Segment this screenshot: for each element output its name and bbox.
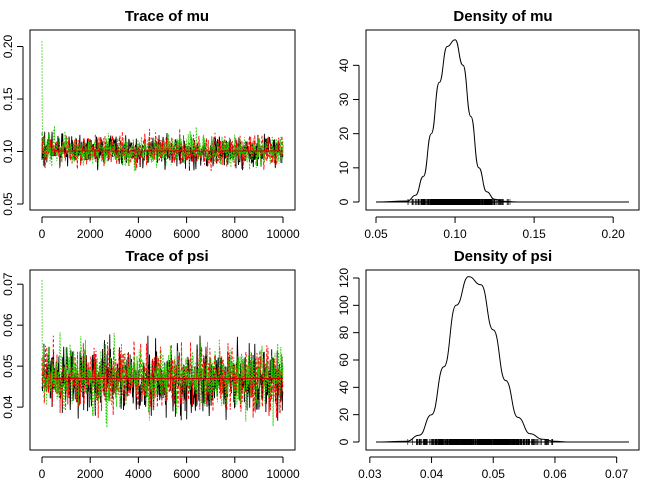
x-tick-label: 0 <box>39 227 46 241</box>
rug-marks <box>407 439 554 445</box>
x-tick-label: 10000 <box>266 467 300 480</box>
y-tick-label: 0.05 <box>1 192 15 216</box>
y-tick-label: 30 <box>337 93 351 107</box>
trace-chain-line <box>41 41 284 172</box>
x-tick-label: 6000 <box>173 227 200 241</box>
x-tick-label: 0.10 <box>443 227 467 241</box>
x-tick-label: 0.05 <box>482 467 506 480</box>
trace-psi-panel: Trace of psi 0 2000 4000 6000 8000 10000 0.04… <box>1 248 300 480</box>
y-axis: 0 10 20 30 40 <box>337 58 360 205</box>
x-axis: 0.05 0.10 0.15 0.20 <box>364 216 626 241</box>
chart-title: Density of mu <box>453 8 552 25</box>
density-mu-series <box>375 39 629 205</box>
density-psi-panel: Density of psi 0.03 0.04 0.05 0.06 0.07 0 20 4… <box>337 248 640 480</box>
x-tick-label: 2000 <box>77 227 104 241</box>
y-tick-label: 40 <box>337 380 351 394</box>
x-tick-label: 0.06 <box>543 467 567 480</box>
x-tick-label: 4000 <box>125 467 152 480</box>
trace-mu-panel: Trace of mu 0 2000 4000 6000 8000 10000 0.050… <box>1 8 300 241</box>
y-tick-label: 60 <box>337 353 351 367</box>
y-tick-label: 0.10 <box>1 139 15 163</box>
chart-title: Density of psi <box>454 248 552 265</box>
chart-title: Trace of psi <box>125 248 208 265</box>
x-tick-label: 2000 <box>77 467 104 480</box>
x-tick-label: 10000 <box>266 227 300 241</box>
y-tick-label: 0.06 <box>1 313 15 337</box>
density-psi-series <box>375 276 629 445</box>
y-tick-label: 0.15 <box>1 87 15 111</box>
plot-frame <box>29 29 296 211</box>
x-tick-label: 4000 <box>125 227 152 241</box>
y-tick-label: 120 <box>337 268 351 288</box>
y-tick-label: 10 <box>337 161 351 175</box>
plot-frame <box>365 269 640 451</box>
y-tick-label: 100 <box>337 295 351 315</box>
y-tick-label: 20 <box>337 127 351 141</box>
plot-frame <box>365 29 640 211</box>
x-tick-label: 0.05 <box>364 227 388 241</box>
x-tick-label: 0 <box>39 467 46 480</box>
y-tick-label: 20 <box>337 408 351 422</box>
y-tick-label: 0.07 <box>1 272 15 296</box>
x-tick-label: 6000 <box>173 467 200 480</box>
y-tick-label: 0 <box>337 198 351 205</box>
x-tick-label: 8000 <box>221 227 248 241</box>
y-tick-label: 0.20 <box>1 34 15 58</box>
y-axis: 0 20 40 60 80 100 120 <box>337 268 360 445</box>
trace-mu-series <box>41 41 284 172</box>
y-tick-label: 40 <box>337 58 351 72</box>
x-tick-label: 0.15 <box>522 227 546 241</box>
density-mu-panel: Density of mu 0.05 0.10 0.15 0.20 0 10 20 30 40 <box>337 8 640 241</box>
trace-psi-series <box>41 280 284 428</box>
x-tick-label: 8000 <box>221 467 248 480</box>
rug-marks <box>407 199 511 205</box>
x-tick-label: 0.07 <box>605 467 629 480</box>
density-curve <box>375 276 629 443</box>
density-curve <box>375 39 629 203</box>
x-axis: 0 2000 4000 6000 8000 10000 <box>39 216 300 241</box>
x-tick-label: 0.03 <box>358 467 382 480</box>
trace-chain-line <box>41 280 284 428</box>
x-tick-label: 0.20 <box>602 227 626 241</box>
y-tick-label: 0 <box>337 438 351 445</box>
y-axis: 0.04 0.05 0.06 0.07 <box>1 272 24 419</box>
x-axis: 0.03 0.04 0.05 0.06 0.07 <box>358 456 629 480</box>
x-axis: 0 2000 4000 6000 8000 10000 <box>39 456 300 480</box>
y-axis: 0.05 0.10 0.15 0.20 <box>1 34 24 216</box>
y-tick-label: 0.05 <box>1 354 15 378</box>
x-tick-label: 0.04 <box>420 467 444 480</box>
chart-title: Trace of mu <box>125 8 209 25</box>
plot-frame <box>29 269 296 451</box>
y-tick-label: 0.04 <box>1 395 15 419</box>
y-tick-label: 80 <box>337 326 351 340</box>
